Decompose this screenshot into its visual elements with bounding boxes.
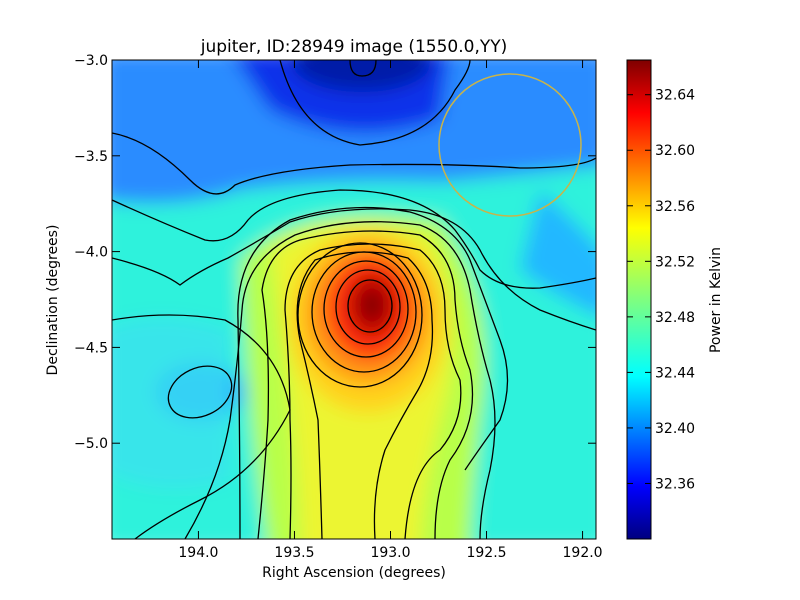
- colorbar-tick-label: 32.48: [655, 310, 695, 326]
- contour-line: [297, 242, 423, 388]
- heatmap: [112, 60, 596, 539]
- contour-line: [112, 208, 596, 331]
- contour-line: [184, 221, 496, 539]
- x-axis: 194.0 193.5 193.0 192.5 192.0: [178, 60, 603, 561]
- x-tick-label: 194.0: [178, 545, 218, 561]
- x-tick-label: 192.5: [466, 545, 506, 561]
- y-tick-label: −3.5: [74, 149, 108, 165]
- contour-line: [296, 251, 434, 539]
- colorbar-tick-label: 32.52: [655, 254, 695, 270]
- contour-line: [323, 260, 409, 358]
- chart-title: jupiter, ID:28949 image (1550.0,YY): [200, 37, 508, 57]
- colorbar-axis: 32.36 32.40 32.44 32.48 32.52 32.56 32.60 32.64: [627, 88, 695, 492]
- contour-line: [311, 251, 417, 373]
- colorbar-label: Power in Kelvin: [708, 247, 724, 353]
- contour-lines: [112, 60, 596, 539]
- contour-line: [167, 365, 233, 419]
- contour-line: [237, 206, 509, 539]
- source-circle: [438, 73, 582, 217]
- y-tick-label: −5.0: [74, 436, 108, 452]
- y-axis: −3.0 −3.5 −4.0 −4.5 −5.0: [74, 53, 596, 452]
- contour-line: [349, 60, 377, 77]
- contour-line: [279, 60, 471, 146]
- x-tick-label: 192.0: [563, 545, 603, 561]
- colorbar-tick-label: 32.64: [655, 88, 695, 104]
- contour-line: [335, 269, 401, 345]
- colorbar-tick-label: 32.36: [655, 476, 695, 492]
- y-tick-label: −4.5: [74, 340, 108, 356]
- y-tick-label: −3.0: [74, 53, 108, 69]
- contour-line: [112, 189, 596, 289]
- colorbar-tick-label: 32.44: [655, 365, 695, 381]
- colorbar: [626, 59, 652, 540]
- x-tick-label: 193.0: [370, 545, 410, 561]
- y-axis-label: Declination (degrees): [45, 225, 61, 376]
- y-tick-label: −4.0: [74, 245, 108, 261]
- x-tick-label: 193.5: [274, 545, 314, 561]
- x-axis-label: Right Ascension (degrees): [262, 565, 446, 581]
- plot-frame: [111, 59, 597, 540]
- contour-line: [112, 132, 596, 195]
- contour-line: [347, 279, 393, 333]
- colorbar-tick-label: 32.40: [655, 421, 695, 437]
- colorbar-tick-label: 32.60: [655, 143, 695, 159]
- contour-line: [284, 243, 462, 539]
- contour-line: [257, 230, 474, 539]
- colorbar-tick-label: 32.56: [655, 199, 695, 215]
